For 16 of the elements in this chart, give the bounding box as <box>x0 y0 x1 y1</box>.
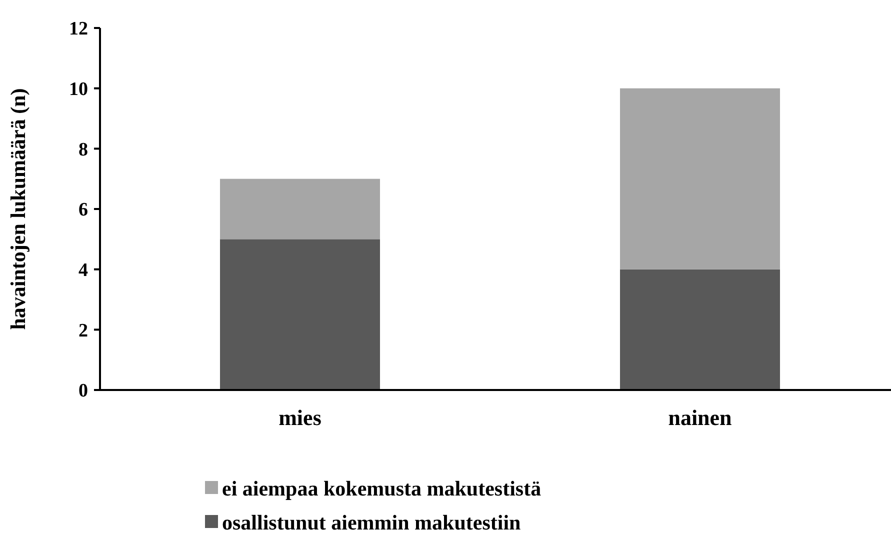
y-tick-label: 2 <box>78 320 88 342</box>
y-tick-label: 12 <box>69 18 88 40</box>
x-tick-label: mies <box>278 405 322 430</box>
y-tick-label: 8 <box>78 139 88 160</box>
legend-label: osallistunut aiemmin makutestiin <box>222 510 522 534</box>
y-tick-label: 6 <box>78 200 88 221</box>
legend-label: ei aiempaa kokemusta makutestistä <box>222 476 542 500</box>
y-tick-label: 4 <box>78 260 88 281</box>
bar <box>220 178 380 240</box>
x-tick-label: nainen <box>668 405 732 430</box>
y-tick-label: 10 <box>69 78 88 100</box>
y-tick-label: 0 <box>78 380 88 402</box>
y-axis-title: havaintojen lukumäärä (n) <box>6 88 30 330</box>
bar <box>620 88 780 270</box>
bar <box>220 239 380 390</box>
bar <box>620 269 780 390</box>
